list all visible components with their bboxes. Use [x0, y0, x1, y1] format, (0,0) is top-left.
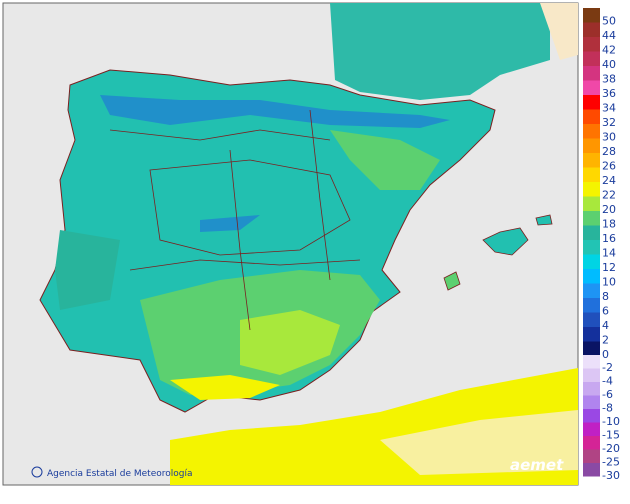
legend-swatch — [583, 22, 600, 37]
legend-label: 38 — [602, 72, 616, 85]
legend-swatch — [583, 395, 600, 409]
legend-swatch — [583, 240, 600, 255]
legend-swatch — [583, 382, 600, 396]
legend-swatch — [583, 341, 600, 356]
legend-swatch — [583, 95, 600, 110]
legend-swatch — [583, 37, 600, 52]
province-borders — [109, 109, 361, 331]
legend-label: 12 — [602, 261, 616, 274]
legend-label: 0 — [602, 348, 609, 361]
legend-swatch — [583, 51, 600, 66]
legend-swatch — [583, 153, 600, 168]
legend-swatch — [583, 254, 600, 269]
legend-swatch — [583, 138, 600, 153]
legend-label: 8 — [602, 290, 609, 303]
legend-label: 34 — [602, 101, 616, 114]
legend-label: 16 — [602, 232, 616, 245]
legend-label: 6 — [602, 304, 609, 317]
legend-swatch — [583, 124, 600, 139]
legend-label: -10 — [602, 415, 620, 428]
legend-swatch — [583, 80, 600, 95]
legend-label: -8 — [602, 401, 613, 414]
legend-swatch — [583, 196, 600, 211]
hot-zone — [170, 375, 280, 400]
portugal-coast — [55, 230, 120, 310]
legend-label: -6 — [602, 388, 613, 401]
legend-label: 2 — [602, 333, 609, 346]
legend-swatch — [583, 355, 600, 369]
legend-swatch — [583, 449, 600, 463]
copyright-icon — [31, 466, 43, 478]
legend-swatch — [583, 167, 600, 182]
legend-swatch — [583, 436, 600, 450]
legend-label: 22 — [602, 188, 616, 201]
legend-label: 50 — [602, 14, 616, 27]
legend-swatch — [583, 182, 600, 197]
legend-swatch — [583, 312, 600, 327]
legend-swatch — [583, 66, 600, 81]
legend-label: 32 — [602, 116, 616, 129]
legend-label: 24 — [602, 174, 616, 187]
legend-label: 20 — [602, 203, 616, 216]
logo: aemet — [510, 456, 564, 474]
mallorca — [482, 227, 529, 256]
land-edge — [540, 3, 578, 60]
legend-label: -4 — [602, 374, 613, 387]
france-land — [330, 3, 550, 100]
legend-label: 28 — [602, 145, 616, 158]
legend-label: -2 — [602, 361, 613, 374]
legend-swatch — [583, 463, 600, 477]
ebro-valley — [330, 130, 440, 190]
warm-zone — [240, 310, 340, 375]
legend-label: 14 — [602, 246, 616, 259]
legend-swatch — [583, 269, 600, 284]
legend-label: 10 — [602, 275, 616, 288]
legend-swatch — [583, 211, 600, 226]
legend-label: -20 — [602, 442, 620, 455]
legend-swatch — [583, 409, 600, 423]
legend-swatch — [583, 368, 600, 382]
cold-central — [200, 215, 260, 232]
footer: Agencia Estatal de Meteorología — [47, 469, 193, 479]
legend-label: 26 — [602, 159, 616, 172]
legend-swatch — [583, 327, 600, 342]
legend-label: 36 — [602, 87, 616, 100]
menorca — [535, 214, 553, 226]
legend-label: 30 — [602, 130, 616, 143]
legend-label: -25 — [602, 455, 620, 468]
province-borders — [149, 159, 351, 256]
legend: 5044424038363432302826242220181614121086… — [583, 8, 620, 482]
cold-mountains — [100, 95, 450, 128]
legend-label: 44 — [602, 29, 616, 42]
legend-label: 40 — [602, 58, 616, 71]
legend-swatch — [583, 225, 600, 240]
legend-swatch — [583, 422, 600, 436]
legend-label: 4 — [602, 319, 609, 332]
legend-label: -15 — [602, 428, 620, 441]
legend-label: 42 — [602, 43, 616, 56]
legend-label: 18 — [602, 217, 616, 230]
legend-swatch — [583, 283, 600, 298]
legend-swatch — [583, 298, 600, 313]
ibiza — [443, 271, 461, 291]
legend-swatch — [583, 109, 600, 124]
africa-inland — [380, 410, 578, 475]
legend-label: -30 — [602, 469, 620, 482]
legend-swatch — [583, 8, 600, 23]
